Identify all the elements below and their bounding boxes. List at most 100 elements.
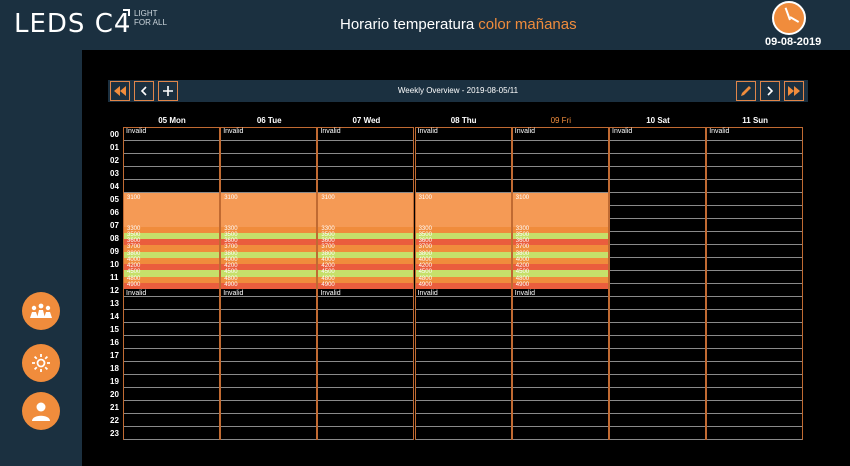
schedule-block[interactable]: 4900 [318, 282, 414, 289]
time-slot[interactable] [512, 349, 608, 362]
schedule-block[interactable]: 3800 [221, 251, 317, 258]
time-slot[interactable] [610, 167, 705, 180]
add-button[interactable] [158, 81, 178, 101]
time-slot[interactable] [124, 375, 219, 388]
time-slot[interactable] [124, 284, 219, 297]
schedule-block[interactable]: 3100 [221, 193, 317, 227]
time-slot[interactable] [610, 271, 705, 284]
schedule-block[interactable]: 3500 [512, 232, 608, 240]
schedule-block[interactable]: 4900 [221, 282, 317, 289]
schedule-block[interactable]: 4000 [124, 257, 219, 265]
time-slot[interactable] [512, 427, 608, 440]
time-slot[interactable] [221, 297, 317, 310]
time-slot[interactable] [124, 427, 219, 440]
time-slot[interactable] [124, 401, 219, 414]
time-slot[interactable] [318, 414, 414, 427]
time-slot[interactable] [221, 180, 317, 193]
time-slot[interactable] [610, 284, 705, 297]
time-slot[interactable] [610, 141, 705, 154]
day-header[interactable]: 08 Thu [450, 116, 477, 125]
time-slot[interactable] [707, 401, 803, 414]
time-slot[interactable] [512, 167, 608, 180]
time-slot[interactable] [707, 414, 803, 427]
time-slot[interactable] [610, 297, 705, 310]
scenes-icon[interactable] [22, 292, 60, 330]
time-slot[interactable] [415, 362, 511, 375]
schedule-block[interactable]: 3300 [124, 226, 219, 234]
time-slot[interactable] [221, 388, 317, 401]
time-slot[interactable] [512, 388, 608, 401]
last-week-button[interactable] [784, 81, 804, 101]
schedule-block[interactable]: 3300 [512, 226, 608, 234]
time-slot[interactable] [707, 206, 803, 219]
schedule-block[interactable]: 4900 [512, 282, 608, 289]
schedule-block[interactable]: 3500 [124, 232, 219, 240]
time-slot[interactable] [512, 336, 608, 349]
time-slot[interactable] [707, 323, 803, 336]
time-slot[interactable] [124, 323, 219, 336]
day-header[interactable]: 06 Tue [256, 116, 282, 125]
time-slot[interactable] [707, 141, 803, 154]
time-slot[interactable] [610, 414, 705, 427]
time-slot[interactable] [221, 323, 317, 336]
time-slot[interactable] [610, 388, 705, 401]
time-slot[interactable] [610, 375, 705, 388]
time-slot[interactable] [707, 336, 803, 349]
time-slot[interactable] [221, 167, 317, 180]
schedule-block[interactable]: 4500 [318, 269, 414, 277]
time-slot[interactable] [707, 154, 803, 167]
schedule-block[interactable]: 3800 [318, 251, 414, 258]
schedule-block[interactable]: 4200 [512, 263, 608, 271]
time-slot[interactable] [124, 388, 219, 401]
time-slot[interactable] [415, 141, 511, 154]
time-slot[interactable] [318, 128, 414, 141]
time-slot[interactable] [610, 258, 705, 271]
schedule-block[interactable]: 3600 [512, 238, 608, 246]
schedule-block[interactable]: 3100 [512, 193, 608, 227]
time-slot[interactable] [707, 232, 803, 245]
schedule-block[interactable]: 4000 [512, 257, 608, 265]
time-slot[interactable] [221, 154, 317, 167]
time-slot[interactable] [124, 362, 219, 375]
time-slot[interactable] [512, 128, 608, 141]
schedule-block[interactable]: 4800 [221, 276, 317, 283]
time-slot[interactable] [707, 128, 803, 141]
schedule-block[interactable]: 4000 [415, 257, 511, 265]
time-slot[interactable] [610, 427, 705, 440]
schedule-block[interactable]: 3600 [124, 238, 219, 246]
schedule-block[interactable]: 3300 [415, 226, 511, 234]
time-slot[interactable] [221, 349, 317, 362]
schedule-block[interactable]: 4200 [415, 263, 511, 271]
time-slot[interactable] [512, 154, 608, 167]
schedule-block[interactable]: 3600 [318, 238, 414, 246]
schedule-block[interactable]: 3600 [415, 238, 511, 246]
schedule-block[interactable]: 4000 [221, 257, 317, 265]
time-slot[interactable] [318, 167, 414, 180]
schedule-block[interactable]: 3300 [221, 226, 317, 234]
time-slot[interactable] [707, 388, 803, 401]
time-slot[interactable] [707, 310, 803, 323]
time-slot[interactable] [512, 362, 608, 375]
time-slot[interactable] [221, 375, 317, 388]
time-slot[interactable] [124, 336, 219, 349]
schedule-block[interactable]: 4200 [124, 263, 219, 271]
time-slot[interactable] [610, 232, 705, 245]
schedule-block[interactable]: 4200 [318, 263, 414, 271]
time-slot[interactable] [512, 375, 608, 388]
time-slot[interactable] [707, 167, 803, 180]
time-slot[interactable] [707, 219, 803, 232]
time-slot[interactable] [707, 271, 803, 284]
schedule-block[interactable]: 3300 [318, 226, 414, 234]
time-slot[interactable] [512, 284, 608, 297]
time-slot[interactable] [415, 427, 511, 440]
schedule-block[interactable]: 4800 [512, 276, 608, 283]
schedule-block[interactable]: 3800 [415, 251, 511, 258]
time-slot[interactable] [221, 128, 317, 141]
day-header[interactable]: 07 Wed [352, 116, 381, 125]
time-slot[interactable] [512, 401, 608, 414]
time-slot[interactable] [415, 167, 511, 180]
schedule-block[interactable]: 3700 [415, 244, 511, 252]
schedule-block[interactable]: 4800 [318, 276, 414, 283]
time-slot[interactable] [707, 297, 803, 310]
schedule-block[interactable]: 3500 [221, 232, 317, 240]
